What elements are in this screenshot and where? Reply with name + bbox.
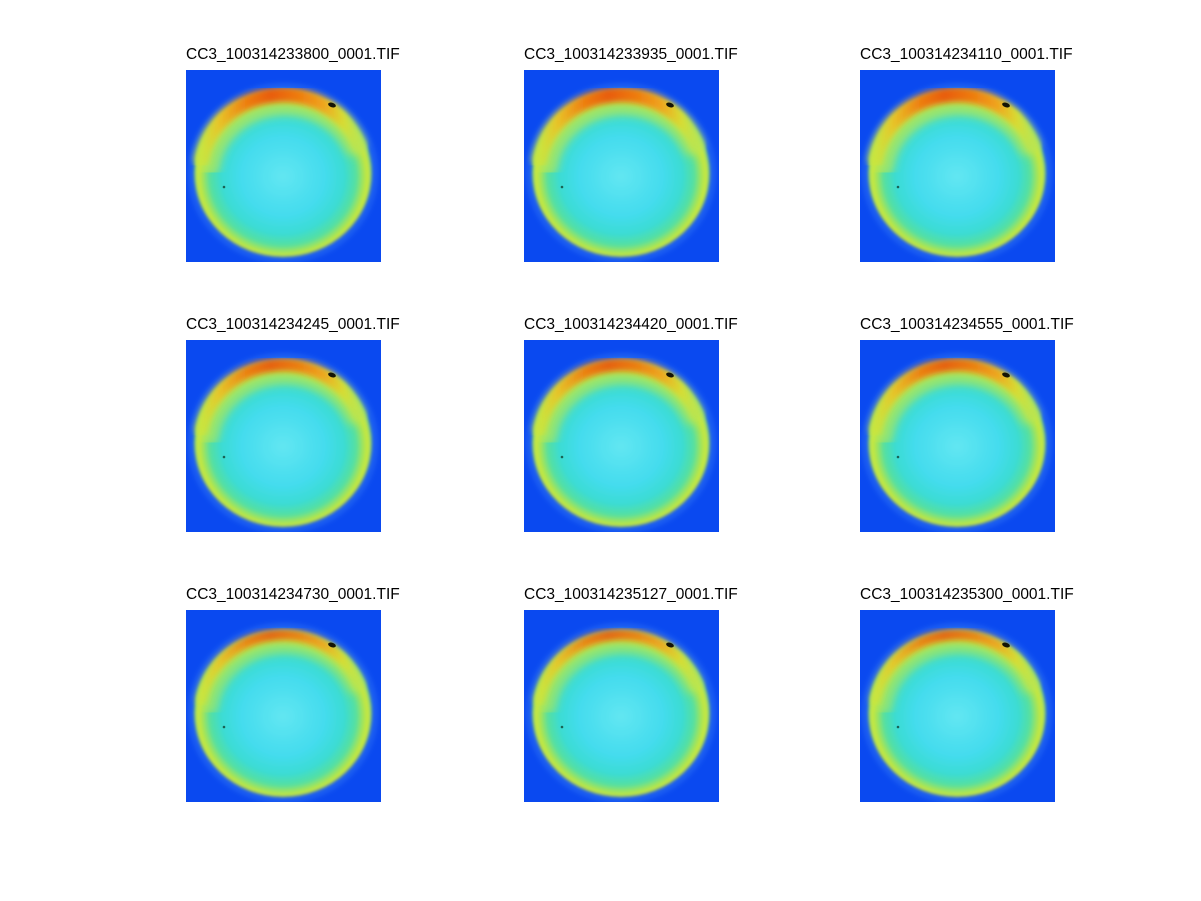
subplot-5: CC3_100314234420_0001.TIF: [524, 316, 738, 532]
subplot-2: CC3_100314233935_0001.TIF: [524, 46, 738, 262]
subplot-1: CC3_100314233800_0001.TIF: [186, 46, 400, 262]
subplot-6: CC3_100314234555_0001.TIF: [860, 316, 1074, 532]
subplot-title: CC3_100314235127_0001.TIF: [524, 586, 738, 603]
subplot-9: CC3_100314235300_0001.TIF: [860, 586, 1074, 802]
subplot-3: CC3_100314234110_0001.TIF: [860, 46, 1073, 262]
false-color-image: [860, 340, 1055, 532]
false-color-image: [524, 70, 719, 262]
subplot-title: CC3_100314233935_0001.TIF: [524, 46, 738, 63]
subplot-title: CC3_100314234110_0001.TIF: [860, 46, 1073, 63]
false-color-image: [186, 340, 381, 532]
false-color-image: [860, 70, 1055, 262]
subplot-title: CC3_100314234420_0001.TIF: [524, 316, 738, 333]
false-color-image: [860, 610, 1055, 802]
subplot-4: CC3_100314234245_0001.TIF: [186, 316, 400, 532]
subplot-title: CC3_100314234730_0001.TIF: [186, 586, 400, 603]
subplot-title: CC3_100314234245_0001.TIF: [186, 316, 400, 333]
false-color-image: [524, 610, 719, 802]
subplot-8: CC3_100314235127_0001.TIF: [524, 586, 738, 802]
false-color-image: [186, 70, 381, 262]
false-color-image: [186, 610, 381, 802]
subplot-title: CC3_100314234555_0001.TIF: [860, 316, 1074, 333]
false-color-image: [524, 340, 719, 532]
subplot-title: CC3_100314235300_0001.TIF: [860, 586, 1074, 603]
subplot-title: CC3_100314233800_0001.TIF: [186, 46, 400, 63]
subplot-7: CC3_100314234730_0001.TIF: [186, 586, 400, 802]
